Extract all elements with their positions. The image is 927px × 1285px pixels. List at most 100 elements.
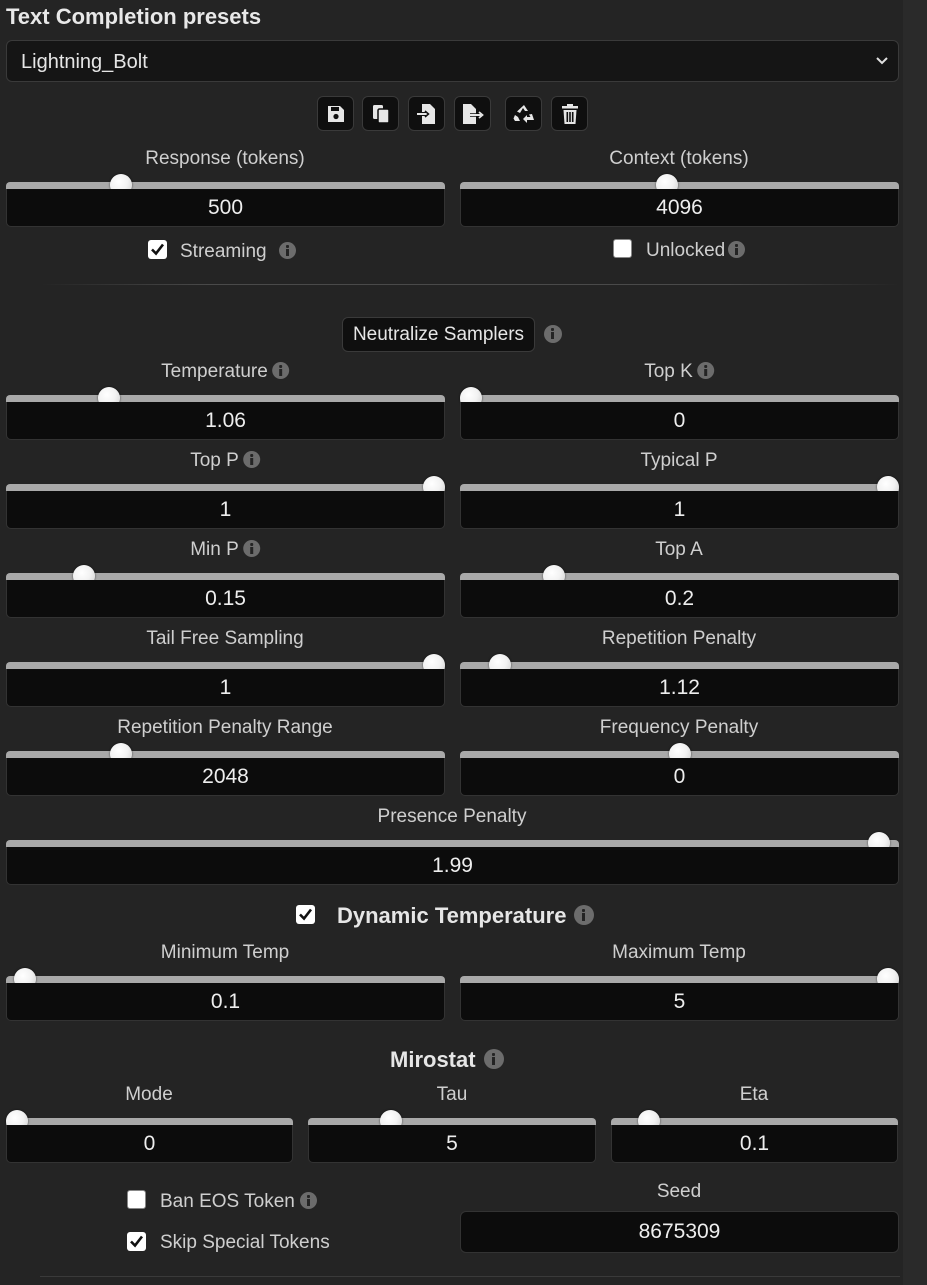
repetition-penalty-range-input-box[interactable] [6, 758, 445, 796]
info-icon[interactable] [278, 242, 296, 259]
top-p-input-box[interactable] [6, 491, 445, 529]
frequency-penalty-input-box[interactable] [460, 758, 899, 796]
maximum-temp-slider-track[interactable] [460, 976, 899, 983]
repetition-penalty-value[interactable]: 1.12 [659, 676, 700, 699]
mirostat-eta-slider-track[interactable] [611, 1118, 898, 1125]
context-tokens-value[interactable]: 4096 [656, 196, 703, 219]
divider [40, 1276, 900, 1277]
delete-preset-button[interactable] [551, 96, 588, 131]
min-p-value[interactable]: 0.15 [205, 587, 246, 610]
presence-penalty-slider-track[interactable] [6, 840, 899, 847]
presence-penalty-label: Presence Penalty [377, 806, 527, 827]
mirostat-tau-input-box[interactable] [308, 1125, 596, 1163]
export-icon [462, 103, 484, 124]
checkmark-icon [299, 908, 313, 921]
repetition-penalty-slider-track[interactable] [460, 662, 899, 669]
info-icon[interactable] [728, 241, 746, 258]
response-tokens-input-box[interactable] [6, 189, 445, 227]
mirostat-eta-input-box[interactable] [611, 1125, 898, 1163]
mirostat-mode-input-box[interactable] [6, 1125, 293, 1163]
maximum-temp-value[interactable]: 5 [673, 990, 686, 1013]
typical-p-input-box[interactable] [460, 491, 899, 529]
minimum-temp-input-box[interactable] [6, 983, 445, 1021]
min-p-input-box[interactable] [6, 580, 445, 618]
temperature-input-box[interactable] [6, 402, 445, 440]
mirostat-tau-value[interactable]: 5 [446, 1132, 458, 1155]
trash-icon [561, 103, 578, 124]
typical-p-slider-track[interactable] [460, 484, 899, 491]
neutralize-samplers-button[interactable]: Neutralize Samplers [342, 317, 535, 352]
presence-penalty-input-box[interactable] [6, 847, 899, 885]
min-p-slider-track[interactable] [6, 573, 445, 580]
chevron-down-icon [876, 57, 888, 65]
response-tokens-slider-track[interactable] [6, 182, 445, 189]
frequency-penalty-value[interactable]: 0 [673, 765, 686, 788]
repetition-penalty-range-slider-track[interactable] [6, 751, 445, 758]
tail-free-sampling-slider-track[interactable] [6, 662, 445, 669]
info-icon[interactable] [299, 1192, 317, 1209]
info-icon[interactable] [544, 325, 562, 343]
top-k-value[interactable]: 0 [673, 409, 686, 432]
import-icon [416, 103, 435, 124]
info-icon[interactable] [574, 905, 595, 925]
unlocked-checkbox[interactable] [613, 239, 632, 258]
seed-input[interactable]: 8675309 [460, 1211, 899, 1253]
top-k-slider-track[interactable] [460, 395, 899, 402]
copy-preset-button[interactable] [362, 96, 399, 131]
presence-penalty-value[interactable]: 1.99 [432, 854, 473, 877]
top-k-input-box[interactable] [460, 402, 899, 440]
repetition-penalty-label: Repetition Penalty [601, 628, 757, 649]
import-preset-button[interactable] [408, 96, 445, 131]
mirostat-eta-control: 0.1 [611, 1110, 898, 1163]
temperature-control: 1.06 [6, 387, 445, 440]
top-a-value[interactable]: 0.2 [664, 587, 695, 610]
frequency-penalty-label: Frequency Penalty [599, 717, 759, 738]
info-icon[interactable] [242, 451, 260, 468]
save-preset-button[interactable] [317, 96, 354, 131]
top-a-slider-track[interactable] [460, 573, 899, 580]
streaming-checkbox[interactable] [148, 240, 167, 259]
preset-dropdown[interactable]: Lightning_Bolt [6, 40, 899, 82]
mirostat-mode-value[interactable]: 0 [143, 1132, 156, 1155]
restore-preset-button[interactable] [505, 96, 542, 131]
info-icon[interactable] [242, 540, 260, 557]
export-preset-button[interactable] [454, 96, 491, 131]
divider [40, 284, 900, 285]
ban-eos-token-label: Ban EOS Token [160, 1191, 317, 1213]
copy-icon [372, 104, 390, 124]
mirostat-eta-value[interactable]: 0.1 [739, 1132, 770, 1155]
repetition-penalty-range-value[interactable]: 2048 [202, 765, 249, 788]
mirostat-tau-slider-track[interactable] [308, 1118, 596, 1125]
scrollbar[interactable] [903, 0, 927, 1285]
tail-free-sampling-label: Tail Free Sampling [146, 628, 304, 649]
context-tokens-input-box[interactable] [460, 189, 899, 227]
response-tokens-value[interactable]: 500 [207, 196, 244, 219]
minimum-temp-value[interactable]: 0.1 [210, 990, 241, 1013]
top-a-input-box[interactable] [460, 580, 899, 618]
tail-free-sampling-input-box[interactable] [6, 669, 445, 707]
temperature-value[interactable]: 1.06 [205, 409, 246, 432]
repetition-penalty-input-box[interactable] [460, 669, 899, 707]
unlocked-label: Unlocked [646, 240, 746, 262]
skip-special-tokens-checkbox[interactable] [127, 1232, 146, 1251]
info-icon[interactable] [483, 1049, 504, 1069]
info-icon[interactable] [271, 362, 289, 379]
mirostat-eta-label: Eta [739, 1084, 769, 1105]
temperature-slider-track[interactable] [6, 395, 445, 402]
minimum-temp-slider-track[interactable] [6, 976, 445, 983]
save-icon [327, 105, 344, 122]
response-tokens-control: 500 [6, 174, 445, 227]
tail-free-sampling-value[interactable]: 1 [219, 676, 232, 699]
mirostat-mode-control: 0 [6, 1110, 293, 1163]
typical-p-value[interactable]: 1 [673, 498, 686, 521]
info-icon[interactable] [696, 362, 714, 379]
top-p-value[interactable]: 1 [219, 498, 232, 521]
recycle-icon [513, 104, 534, 123]
ban-eos-token-checkbox[interactable] [127, 1190, 146, 1209]
context-tokens-slider-track[interactable] [460, 182, 899, 189]
mirostat-mode-slider-track[interactable] [6, 1118, 293, 1125]
top-p-slider-track[interactable] [6, 484, 445, 491]
dynamic-temperature-checkbox[interactable] [296, 905, 315, 924]
maximum-temp-input-box[interactable] [460, 983, 899, 1021]
maximum-temp-label: Maximum Temp [612, 942, 746, 963]
